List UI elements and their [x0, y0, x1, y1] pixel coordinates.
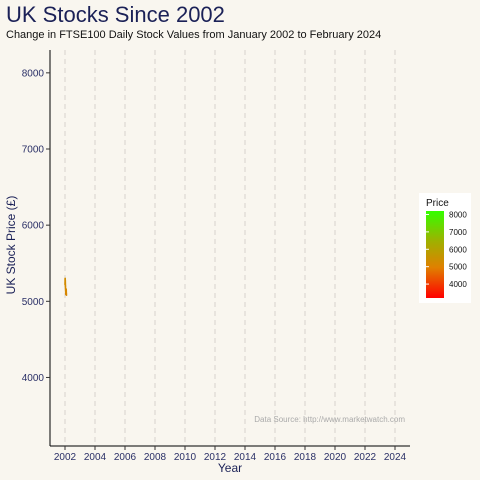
x-ticks: 2002 2004 2006 2008 2010 2012 2014 2016 2018 2020… [54, 446, 407, 463]
y-ticks: 4000 5000 6000 7000 8000 [22, 68, 50, 384]
legend-tick-label-8000: 8000 [449, 210, 467, 219]
chart-title: UK Stocks Since 2002 [6, 2, 225, 27]
x-axis-title: Year [218, 461, 242, 475]
chart-subtitle: Change in FTSE100 Daily Stock Values fro… [6, 29, 382, 41]
x-tick-label-2002: 2002 [54, 452, 77, 463]
data-source-annotation: Data Source: http://www.marketwatch.com [254, 415, 405, 424]
legend-tick-label-6000: 6000 [449, 245, 467, 254]
y-tick-label-7000: 7000 [22, 145, 45, 156]
x-tick-label-2024: 2024 [384, 452, 407, 463]
series-group [64, 277, 68, 297]
legend-title: Price [426, 198, 449, 209]
x-tick-label-2022: 2022 [354, 452, 377, 463]
y-axis-title: UK Stock Price (£) [4, 196, 18, 295]
x-tick-label-2008: 2008 [144, 452, 167, 463]
y-tick-label-8000: 8000 [22, 68, 45, 79]
legend: Price 4000 5000 6000 7000 8000 [419, 193, 471, 303]
y-tick-label-4000: 4000 [22, 373, 45, 384]
x-tick-label-2010: 2010 [174, 452, 197, 463]
y-tick-label-6000: 6000 [22, 221, 45, 232]
legend-ticks: 4000 5000 6000 7000 8000 [426, 210, 467, 289]
axes [49, 50, 410, 447]
legend-color-bar [426, 211, 444, 298]
x-tick-label-2014: 2014 [234, 452, 257, 463]
x-tick-label-2012: 2012 [204, 452, 227, 463]
x-tick-label-2006: 2006 [114, 452, 137, 463]
x-tick-label-2020: 2020 [324, 452, 347, 463]
legend-tick-label-4000: 4000 [449, 280, 467, 289]
y-tick-label-5000: 5000 [22, 297, 45, 308]
x-tick-label-2016: 2016 [264, 452, 287, 463]
x-tick-label-2004: 2004 [84, 452, 107, 463]
grid-lines [64, 50, 396, 446]
legend-tick-label-7000: 7000 [449, 228, 467, 237]
legend-tick-label-5000: 5000 [449, 263, 467, 272]
x-tick-label-2018: 2018 [294, 452, 317, 463]
